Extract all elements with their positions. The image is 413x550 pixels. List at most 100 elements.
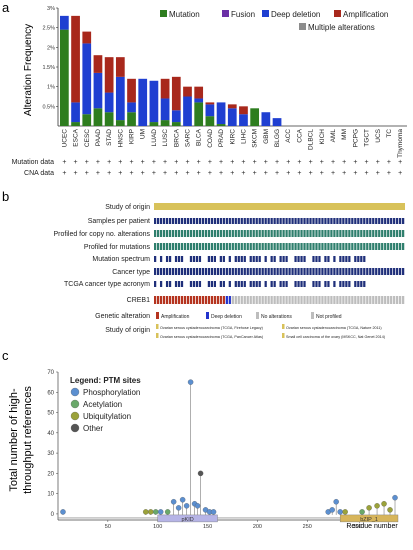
panel-b-track-cell — [354, 230, 357, 237]
panel-b-track-cell — [294, 256, 297, 262]
panel-b-track-cell — [354, 243, 357, 250]
panel-b-track-cell — [327, 243, 330, 250]
panel-c-x-tick-label: 300 — [353, 524, 362, 530]
panel-a-row-mark: + — [398, 159, 402, 166]
panel-b-track-cell — [177, 268, 181, 275]
panel-b-track-cell — [159, 243, 163, 250]
panel-b-track-cell — [327, 218, 330, 224]
panel-a-row-mark: + — [174, 170, 178, 177]
panel-b-track-cell — [234, 256, 237, 262]
panel-b-track-cell — [390, 218, 393, 224]
panel-b-track-cell — [297, 268, 300, 275]
panel-b-track-cell — [336, 243, 339, 250]
panel-b-track-cell — [315, 281, 318, 287]
panel-b-track-cell — [159, 230, 163, 237]
panel-b-track-cell — [282, 256, 285, 262]
panel-c-lollipop-head — [157, 509, 164, 515]
panel-b-track-cell — [291, 230, 294, 237]
panel-b-track-cell — [342, 256, 345, 262]
panel-b-track-cell — [315, 218, 318, 224]
panel-b-track-label: Profiled for copy no. alterations — [54, 231, 151, 238]
panel-a-row-mark: + — [309, 159, 313, 166]
panel-b-track-cell — [192, 281, 196, 287]
panel-b-track-cell — [159, 281, 163, 287]
panel-b-track-cell — [198, 218, 202, 224]
panel-c-domain-label: pKID — [182, 517, 194, 523]
panel-a-bar-segment — [205, 104, 215, 117]
panel-b-track-cell — [399, 230, 402, 237]
panel-b-track-cell — [312, 281, 315, 287]
panel-b-gene-cell — [192, 296, 196, 304]
panel-b-track-cell — [318, 243, 321, 250]
panel-a-row-mark: + — [342, 170, 346, 177]
panel-c-x-axis-label: Residue number — [346, 523, 398, 530]
panel-b-track-cell — [279, 281, 282, 287]
panel-b-track-cell — [285, 281, 288, 287]
panel-b-track-cell — [309, 243, 312, 250]
panel-b-track-cell — [330, 243, 333, 250]
panel-c-legend-title: Legend: PTM sites — [70, 376, 141, 385]
panel-b-gene-cell — [264, 296, 267, 304]
panel-b-track-cell — [249, 243, 252, 250]
panel-b-track-cell — [303, 230, 306, 237]
panel-a-bar-segment — [194, 102, 204, 126]
panel-b-track-cell — [345, 230, 348, 237]
panel-a-legend-swatch — [299, 23, 306, 30]
panel-a-bar-segment — [104, 92, 114, 113]
panel-b-track-cell — [243, 243, 246, 250]
panel-b-track-cell — [216, 218, 219, 224]
panel-b-track-cell — [225, 218, 228, 224]
panel-b-gene-cell — [294, 296, 297, 304]
panel-b-track-cell — [165, 268, 169, 275]
panel-b-track-cell — [285, 230, 288, 237]
panel-b-track-cell — [216, 230, 219, 237]
panel-a-category-label: CCA — [296, 128, 303, 142]
panel-c-domain — [157, 514, 218, 523]
panel-b-track-cell — [333, 230, 336, 237]
panel-b-track-cell — [399, 243, 402, 250]
panel-b-track-cell — [264, 268, 267, 275]
panel-b-track-cell — [324, 268, 327, 275]
panel-c-x-tick-label: 250 — [303, 524, 312, 530]
panel-a-row-mark: + — [297, 159, 301, 166]
panel-b-gene-cell — [357, 296, 360, 304]
panel-b-track-cell — [168, 268, 172, 275]
panel-a-bar-segment — [82, 43, 92, 115]
panel-a-row-mark: + — [230, 159, 234, 166]
panel-b-track-cell — [363, 218, 366, 224]
panel-b-track-cell — [285, 243, 288, 250]
panel-a-row-mark: + — [342, 159, 346, 166]
panel-b-legend-label: No alterations — [261, 314, 292, 320]
panel-b-track-cell — [210, 218, 214, 224]
panel-a-row-mark: + — [62, 170, 66, 177]
panel-b-gene-cell — [234, 296, 237, 304]
panel-b-track-cell — [333, 281, 336, 287]
panel-b-track-label: TCGA cancer type acronym — [64, 281, 150, 288]
panel-b-gene-label: CREB1 — [127, 297, 150, 304]
panel-a-row-mark: + — [208, 159, 212, 166]
panel-a-row-mark: + — [129, 159, 133, 166]
panel-b-track-cell — [375, 230, 378, 237]
panel-b-track-cell — [258, 218, 261, 224]
panel-b-track-cell — [246, 218, 249, 224]
panel-b-track-cell — [345, 256, 348, 262]
panel-a-legend-label: Multiple alterations — [308, 23, 375, 32]
panel-b-track-cell — [207, 218, 211, 224]
panel-b-track-cell — [276, 243, 279, 250]
panel-c-lollipop-head — [387, 507, 393, 513]
panel-b-track-cell — [378, 218, 381, 224]
panel-b-track-cell — [345, 243, 348, 250]
panel-b-track-cell — [276, 230, 279, 237]
panel-b-track-cell — [189, 256, 193, 262]
panel-b-track-cell — [342, 243, 345, 250]
panel-b-track-cell — [330, 268, 333, 275]
panel-b-track-cell — [327, 268, 330, 275]
panel-c-legend-swatch — [70, 399, 80, 409]
panel-b-gene-cell — [222, 296, 225, 304]
panel-b-study-label: Ovarian serous cystadenocarcinoma (TCGA,… — [286, 326, 382, 330]
panel-b-track-cell — [342, 218, 345, 224]
panel-b-track-cell — [189, 281, 193, 287]
panel-b-track-cell — [384, 230, 387, 237]
panel-b-legend-swatch — [206, 312, 209, 319]
panel-b-track-cell — [315, 230, 318, 237]
